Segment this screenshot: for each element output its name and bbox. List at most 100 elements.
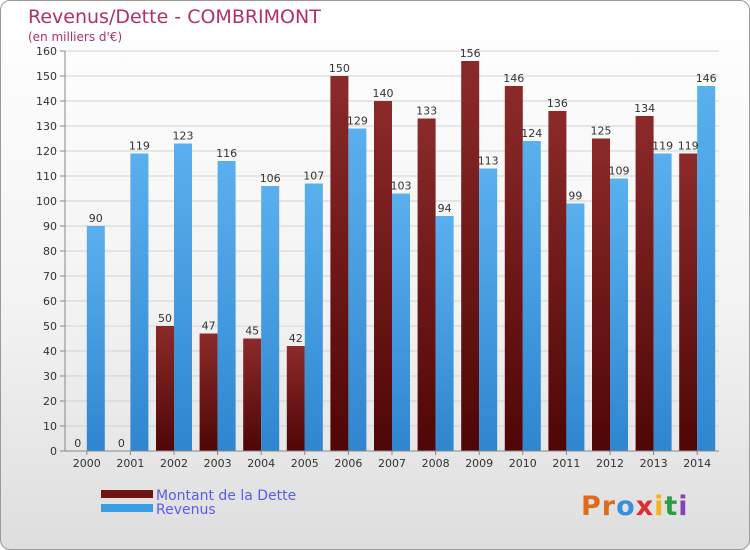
x-tick-label: 2009 [465,457,493,470]
bar-debt [156,326,174,451]
y-tick-label: 110 [36,170,57,183]
data-label: 0 [118,437,125,450]
logo-letter: i [654,491,665,522]
y-tick-label: 10 [43,420,57,433]
data-label: 107 [303,170,324,183]
logo-letter: t [664,491,679,522]
data-label: 119 [678,140,699,153]
bar-revenus [392,193,410,451]
bar-revenus [304,183,323,451]
data-label: 42 [289,332,303,345]
data-label: 146 [696,72,717,85]
y-tick-label: 130 [36,120,57,133]
logo-letter: x [635,491,655,522]
bar-revenus [174,143,192,451]
data-label: 140 [373,87,394,100]
y-axis-ticks: 0 10 20 30 40 50 60 70 80 90 100 110 120 130 140 150 160 [36,45,65,458]
bar-revenus [522,141,541,451]
data-label: 103 [391,180,412,193]
legend-label-debt: Montant de la Dette [156,488,297,504]
bar-debt [330,76,349,451]
bars [86,61,716,451]
x-tick-label: 2006 [334,457,362,470]
y-tick-label: 120 [36,145,57,158]
y-tick-label: 30 [43,370,57,383]
bar-debt [374,101,392,451]
bar-debt [417,118,436,451]
chart-subtitle: (en milliers d'€) [28,30,123,44]
bar-revenus [610,178,628,451]
bar-revenus [86,226,105,451]
y-tick-label: 60 [43,295,57,308]
data-label: 90 [89,212,103,225]
data-label: 134 [634,102,655,115]
y-tick-label: 90 [43,220,57,233]
legend-label-revenus: Revenus [156,502,216,518]
bar-debt [286,346,305,451]
x-tick-label: 2002 [160,457,188,470]
bar-revenus [435,216,454,451]
logo-letter: r [601,491,617,522]
x-tick-label: 2008 [422,457,450,470]
data-label: 50 [158,312,172,325]
logo-letter: o [616,491,636,522]
x-tick-label: 2003 [204,457,232,470]
bar-debt [592,138,610,451]
data-label: 124 [521,127,542,140]
y-tick-label: 50 [43,320,57,333]
y-tick-label: 100 [36,195,57,208]
bar-revenus [479,168,498,451]
logo-letter: P [581,491,602,522]
legend-swatch-revenus [101,504,153,512]
data-label: 136 [547,97,568,110]
data-label: 123 [173,130,194,143]
data-label: 106 [260,172,281,185]
x-tick-label: 2014 [683,457,711,470]
x-axis-ticks: 2000 2001 2002 2003 2004 2005 2006 2007 2008 2009… [73,451,711,470]
x-tick-label: 2000 [73,457,101,470]
bar-debt [679,153,698,451]
proxiti-logo: Proxiti [581,491,689,522]
bar-revenus [261,186,280,451]
data-label: 156 [460,47,481,60]
y-tick-label: 20 [43,395,57,408]
chart-title: Revenus/Dette - COMBRIMONT [28,6,321,28]
data-label: 133 [416,105,437,118]
bar-debt [504,86,523,451]
bar-revenus [697,86,716,451]
bar-debt [548,111,567,451]
bar-revenus [217,161,236,451]
bar-debt [199,333,218,451]
data-label: 113 [478,155,499,168]
bar-revenus [653,153,672,451]
y-tick-label: 160 [36,45,57,58]
y-tick-label: 0 [50,445,57,458]
bar-revenus [348,128,367,451]
data-label: 150 [329,62,350,75]
logo-letter: i [678,491,689,522]
bar-revenus [130,153,149,451]
data-label: 99 [568,190,582,203]
bar-debt [635,116,654,451]
data-label: 119 [652,140,673,153]
data-label: 116 [216,147,237,160]
y-tick-label: 150 [36,70,57,83]
bar-revenus [566,203,585,451]
y-tick-label: 140 [36,95,57,108]
data-label: 94 [438,202,452,215]
y-tick-label: 40 [43,345,57,358]
data-label: 129 [347,115,368,128]
data-labels: 0 90 0 119 50 123 47 116 45 106 42 107 150 129 140 103 1… [74,47,716,450]
y-tick-label: 70 [43,270,57,283]
x-tick-label: 2004 [247,457,275,470]
data-label: 45 [245,325,259,338]
x-tick-label: 2001 [116,457,144,470]
bar-debt [243,338,262,451]
y-tick-label: 80 [43,245,57,258]
data-label: 125 [591,125,612,138]
bar-debt [461,61,480,451]
data-label: 119 [129,140,150,153]
x-tick-label: 2012 [596,457,624,470]
